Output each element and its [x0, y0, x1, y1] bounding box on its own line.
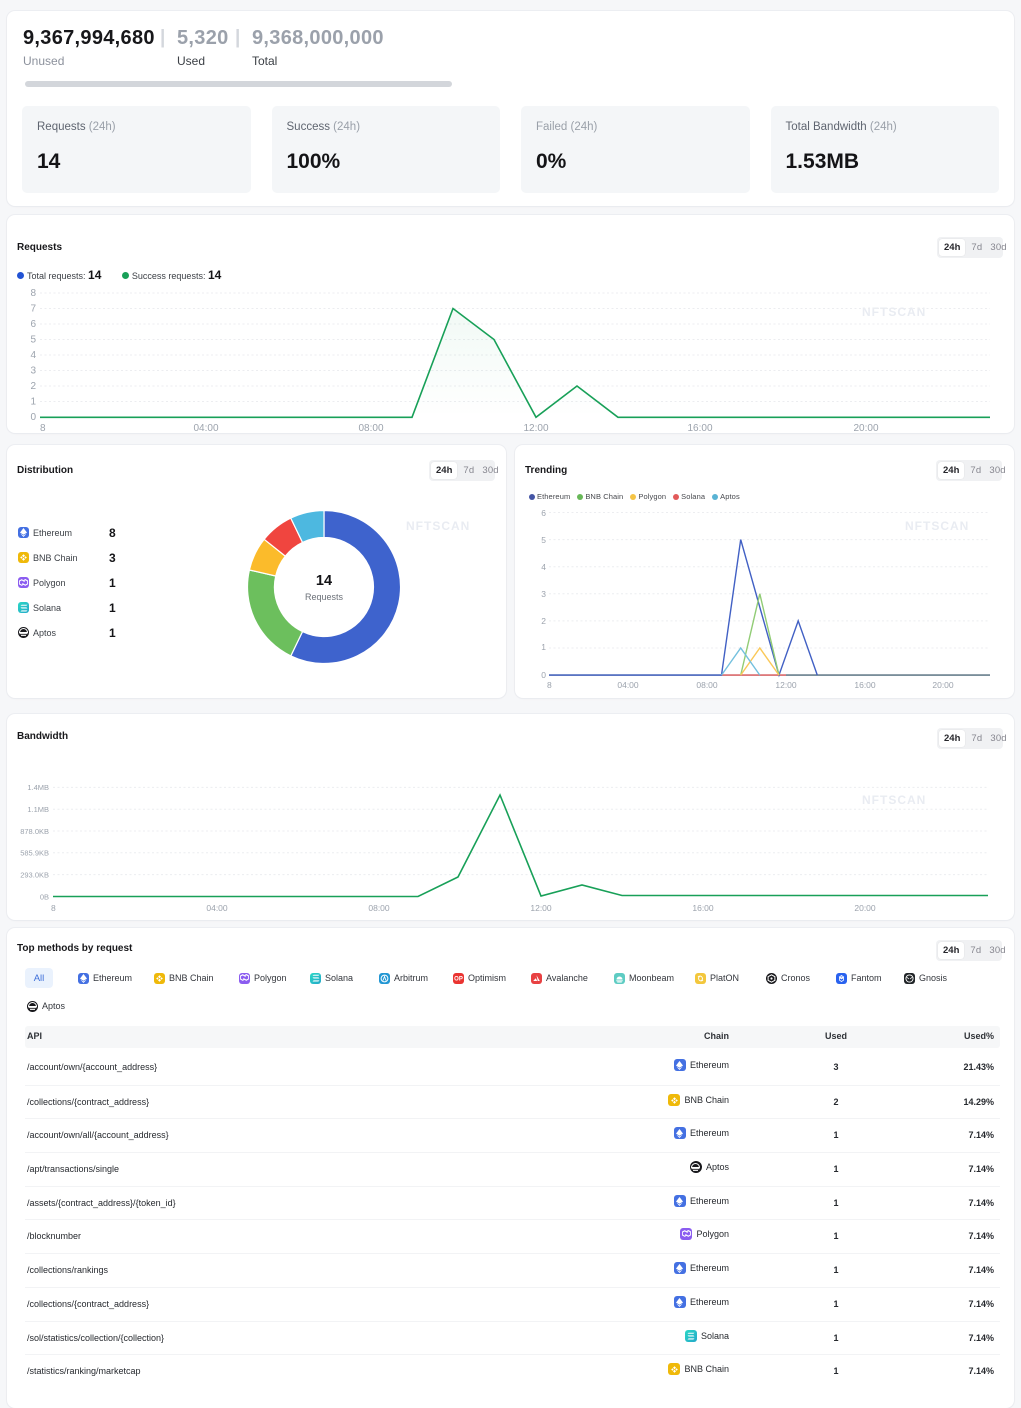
svg-text:8: 8	[30, 288, 36, 299]
svg-text:12:00: 12:00	[523, 423, 548, 433]
svg-text:585.9KB: 585.9KB	[20, 849, 49, 858]
svg-text:878.0KB: 878.0KB	[20, 827, 49, 836]
svg-text:12:00: 12:00	[775, 680, 797, 690]
svg-text:8: 8	[40, 423, 46, 433]
svg-text:08:00: 08:00	[696, 680, 718, 690]
svg-text:20:00: 20:00	[853, 423, 878, 433]
svg-text:4: 4	[541, 562, 546, 572]
svg-text:12:00: 12:00	[530, 903, 552, 913]
svg-text:16:00: 16:00	[687, 423, 712, 433]
svg-text:04:00: 04:00	[206, 903, 228, 913]
svg-text:293.0KB: 293.0KB	[20, 871, 49, 880]
svg-text:04:00: 04:00	[617, 680, 639, 690]
svg-text:16:00: 16:00	[692, 903, 714, 913]
svg-text:16:00: 16:00	[854, 680, 876, 690]
svg-text:0B: 0B	[40, 893, 49, 902]
svg-text:1: 1	[30, 397, 36, 408]
svg-text:1.1MB: 1.1MB	[27, 805, 49, 814]
svg-text:8: 8	[51, 903, 56, 913]
svg-text:6: 6	[30, 319, 36, 330]
svg-text:5: 5	[30, 335, 36, 346]
svg-text:2: 2	[541, 616, 546, 626]
svg-text:08:00: 08:00	[368, 903, 390, 913]
svg-text:20:00: 20:00	[854, 903, 876, 913]
svg-text:3: 3	[30, 366, 36, 377]
svg-text:2: 2	[30, 381, 36, 392]
svg-text:08:00: 08:00	[358, 423, 383, 433]
svg-text:20:00: 20:00	[932, 680, 954, 690]
svg-text:6: 6	[541, 508, 546, 518]
svg-text:0: 0	[30, 412, 36, 423]
svg-text:1.4MB: 1.4MB	[27, 783, 49, 792]
svg-text:8: 8	[547, 680, 552, 690]
svg-text:OP: OP	[454, 976, 463, 982]
svg-text:0: 0	[541, 670, 546, 680]
svg-text:04:00: 04:00	[193, 423, 218, 433]
svg-text:1: 1	[541, 642, 546, 652]
svg-text:3: 3	[541, 589, 546, 599]
svg-text:4: 4	[30, 350, 36, 361]
svg-text:5: 5	[541, 535, 546, 545]
svg-text:7: 7	[30, 304, 36, 315]
